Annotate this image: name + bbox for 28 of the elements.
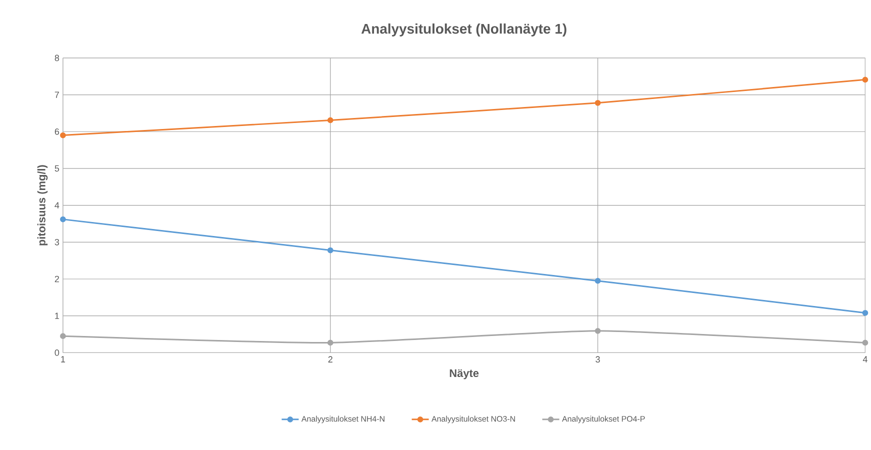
y-axis-title: pitoisuus (mg/l) — [37, 165, 48, 246]
y-tick-label: 4 — [54, 202, 60, 209]
point — [862, 310, 868, 316]
x-axis-title: Näyte — [450, 370, 479, 380]
point — [862, 340, 868, 346]
point — [60, 216, 66, 222]
y-tick-label: 1 — [55, 312, 59, 320]
point — [60, 132, 66, 138]
point — [60, 333, 66, 340]
point — [594, 278, 601, 284]
x-tick-label: 3 — [596, 356, 600, 363]
y-tick-label: 6 — [54, 128, 60, 136]
y-tick-label: 3 — [54, 239, 60, 246]
point — [327, 340, 334, 346]
x-tick-label: 2 — [328, 356, 332, 363]
point — [327, 248, 334, 254]
point — [327, 117, 334, 124]
y-tick-label: 0 — [54, 350, 60, 356]
chart-title: Analyysitulokset (Nollanäyte 1) — [361, 24, 566, 37]
y-tick-label: 8 — [54, 54, 60, 62]
x-tick-label: 4 — [862, 356, 868, 363]
y-tick-label: 2 — [54, 276, 59, 282]
point — [594, 328, 601, 334]
y-tick-label: 5 — [54, 166, 60, 172]
x-tick-label: 1 — [61, 356, 65, 363]
y-tick-label: 7 — [54, 92, 59, 98]
point — [862, 76, 868, 83]
point — [594, 100, 601, 106]
